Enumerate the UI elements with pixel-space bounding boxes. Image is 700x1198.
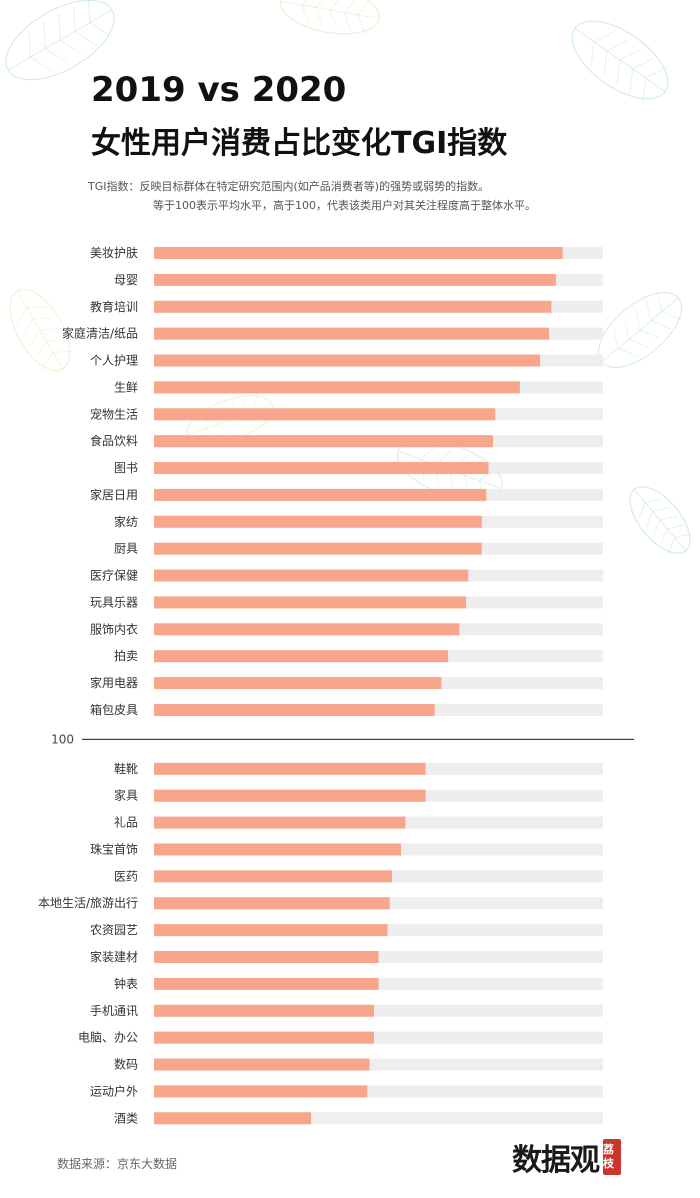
chart-title-line1: 2019 vs 2020 — [91, 70, 347, 110]
category-label: 箱包皮具 — [90, 702, 138, 717]
category-label: 家居日用 — [90, 487, 138, 502]
category-label: 手机通讯 — [90, 1004, 138, 1018]
logo-text: 数据观 — [512, 1143, 600, 1178]
category-label: 医药 — [114, 869, 138, 883]
bar — [154, 247, 563, 259]
category-label: 厨具 — [114, 542, 138, 556]
bar — [154, 327, 550, 340]
category-label: 玩具乐器 — [90, 595, 138, 609]
category-label: 个人护理 — [90, 354, 138, 368]
bar — [154, 623, 460, 636]
leaf-decoration — [571, 20, 669, 102]
chart-title-line2: 女性用户消费占比变化TGI指数 — [91, 126, 508, 161]
category-label: 教育培训 — [90, 299, 138, 314]
bar — [154, 816, 406, 829]
category-label: 鞋靴 — [114, 761, 138, 776]
bar — [154, 1031, 374, 1044]
bar — [154, 462, 489, 475]
category-label: 母婴 — [114, 273, 138, 287]
category-label: 宠物生活 — [90, 406, 138, 421]
bar — [154, 542, 482, 555]
tgi-description-line1: TGI指数：反映目标群体在特定研究范围内(如产品消费者等)的强势或弱势的指数。 — [88, 180, 490, 193]
bar — [154, 273, 556, 286]
logo-seal-text: 荔枝 — [603, 1143, 614, 1170]
bar — [154, 515, 482, 528]
bar — [154, 703, 435, 716]
bar — [154, 897, 390, 910]
bar — [154, 300, 552, 313]
tgi-bar-chart: 美妆护肤母婴教育培训家庭清洁/纸品个人护理生鲜宠物生活食品饮料图书家居日用家纺厨… — [38, 245, 634, 1125]
category-label: 美妆护肤 — [90, 245, 138, 260]
bar — [154, 789, 426, 802]
bar — [154, 650, 449, 663]
category-label: 家具 — [114, 788, 138, 803]
tgi-description-line2: 等于100表示平均水平，高于100，代表该类用户对其关注程度高于整体水平。 — [153, 199, 536, 212]
leaf-decoration — [629, 486, 692, 554]
bar — [154, 870, 392, 883]
category-label: 生鲜 — [114, 380, 138, 394]
bar — [154, 1058, 370, 1071]
category-label: 本地生活/旅游出行 — [38, 896, 138, 910]
category-label: 家装建材 — [90, 949, 138, 964]
bar — [154, 488, 487, 501]
category-label: 家庭清洁/纸品 — [62, 326, 138, 341]
bar — [154, 435, 493, 448]
bar — [154, 924, 388, 937]
bar — [154, 569, 469, 582]
leaf-decoration — [9, 288, 73, 372]
category-label: 医疗保健 — [90, 569, 138, 583]
brand-logo: 数据观 荔枝 — [512, 1135, 621, 1179]
category-label: 拍卖 — [114, 648, 138, 663]
reference-line-label: 100 — [51, 732, 74, 746]
bar — [154, 677, 442, 690]
bar — [154, 843, 401, 856]
leaf-decoration — [280, 0, 380, 35]
category-label: 家纺 — [114, 514, 138, 529]
bar — [154, 408, 496, 421]
category-label: 礼品 — [114, 815, 138, 830]
bar — [154, 1085, 368, 1098]
bar — [154, 951, 379, 963]
category-label: 运动户外 — [90, 1083, 138, 1098]
category-label: 数码 — [114, 1057, 138, 1072]
bar — [154, 381, 520, 394]
bar — [154, 354, 541, 367]
category-label: 服饰内衣 — [90, 621, 138, 636]
category-label: 家用电器 — [90, 675, 138, 690]
data-source: 数据来源：京东大数据 — [57, 1157, 178, 1171]
leaf-decoration — [5, 0, 115, 81]
bar — [154, 977, 379, 990]
logo-seal: 荔枝 — [603, 1139, 621, 1175]
bar — [154, 1004, 374, 1017]
bar — [154, 596, 467, 609]
category-label: 电脑、办公 — [78, 1030, 138, 1045]
bar — [154, 762, 426, 775]
bar — [154, 1112, 312, 1125]
category-label: 钟表 — [114, 976, 138, 991]
category-label: 农资园艺 — [90, 923, 138, 937]
category-label: 食品饮料 — [90, 433, 138, 448]
category-label: 珠宝首饰 — [90, 842, 138, 856]
category-label: 酒类 — [114, 1111, 138, 1125]
category-label: 图书 — [114, 461, 138, 475]
